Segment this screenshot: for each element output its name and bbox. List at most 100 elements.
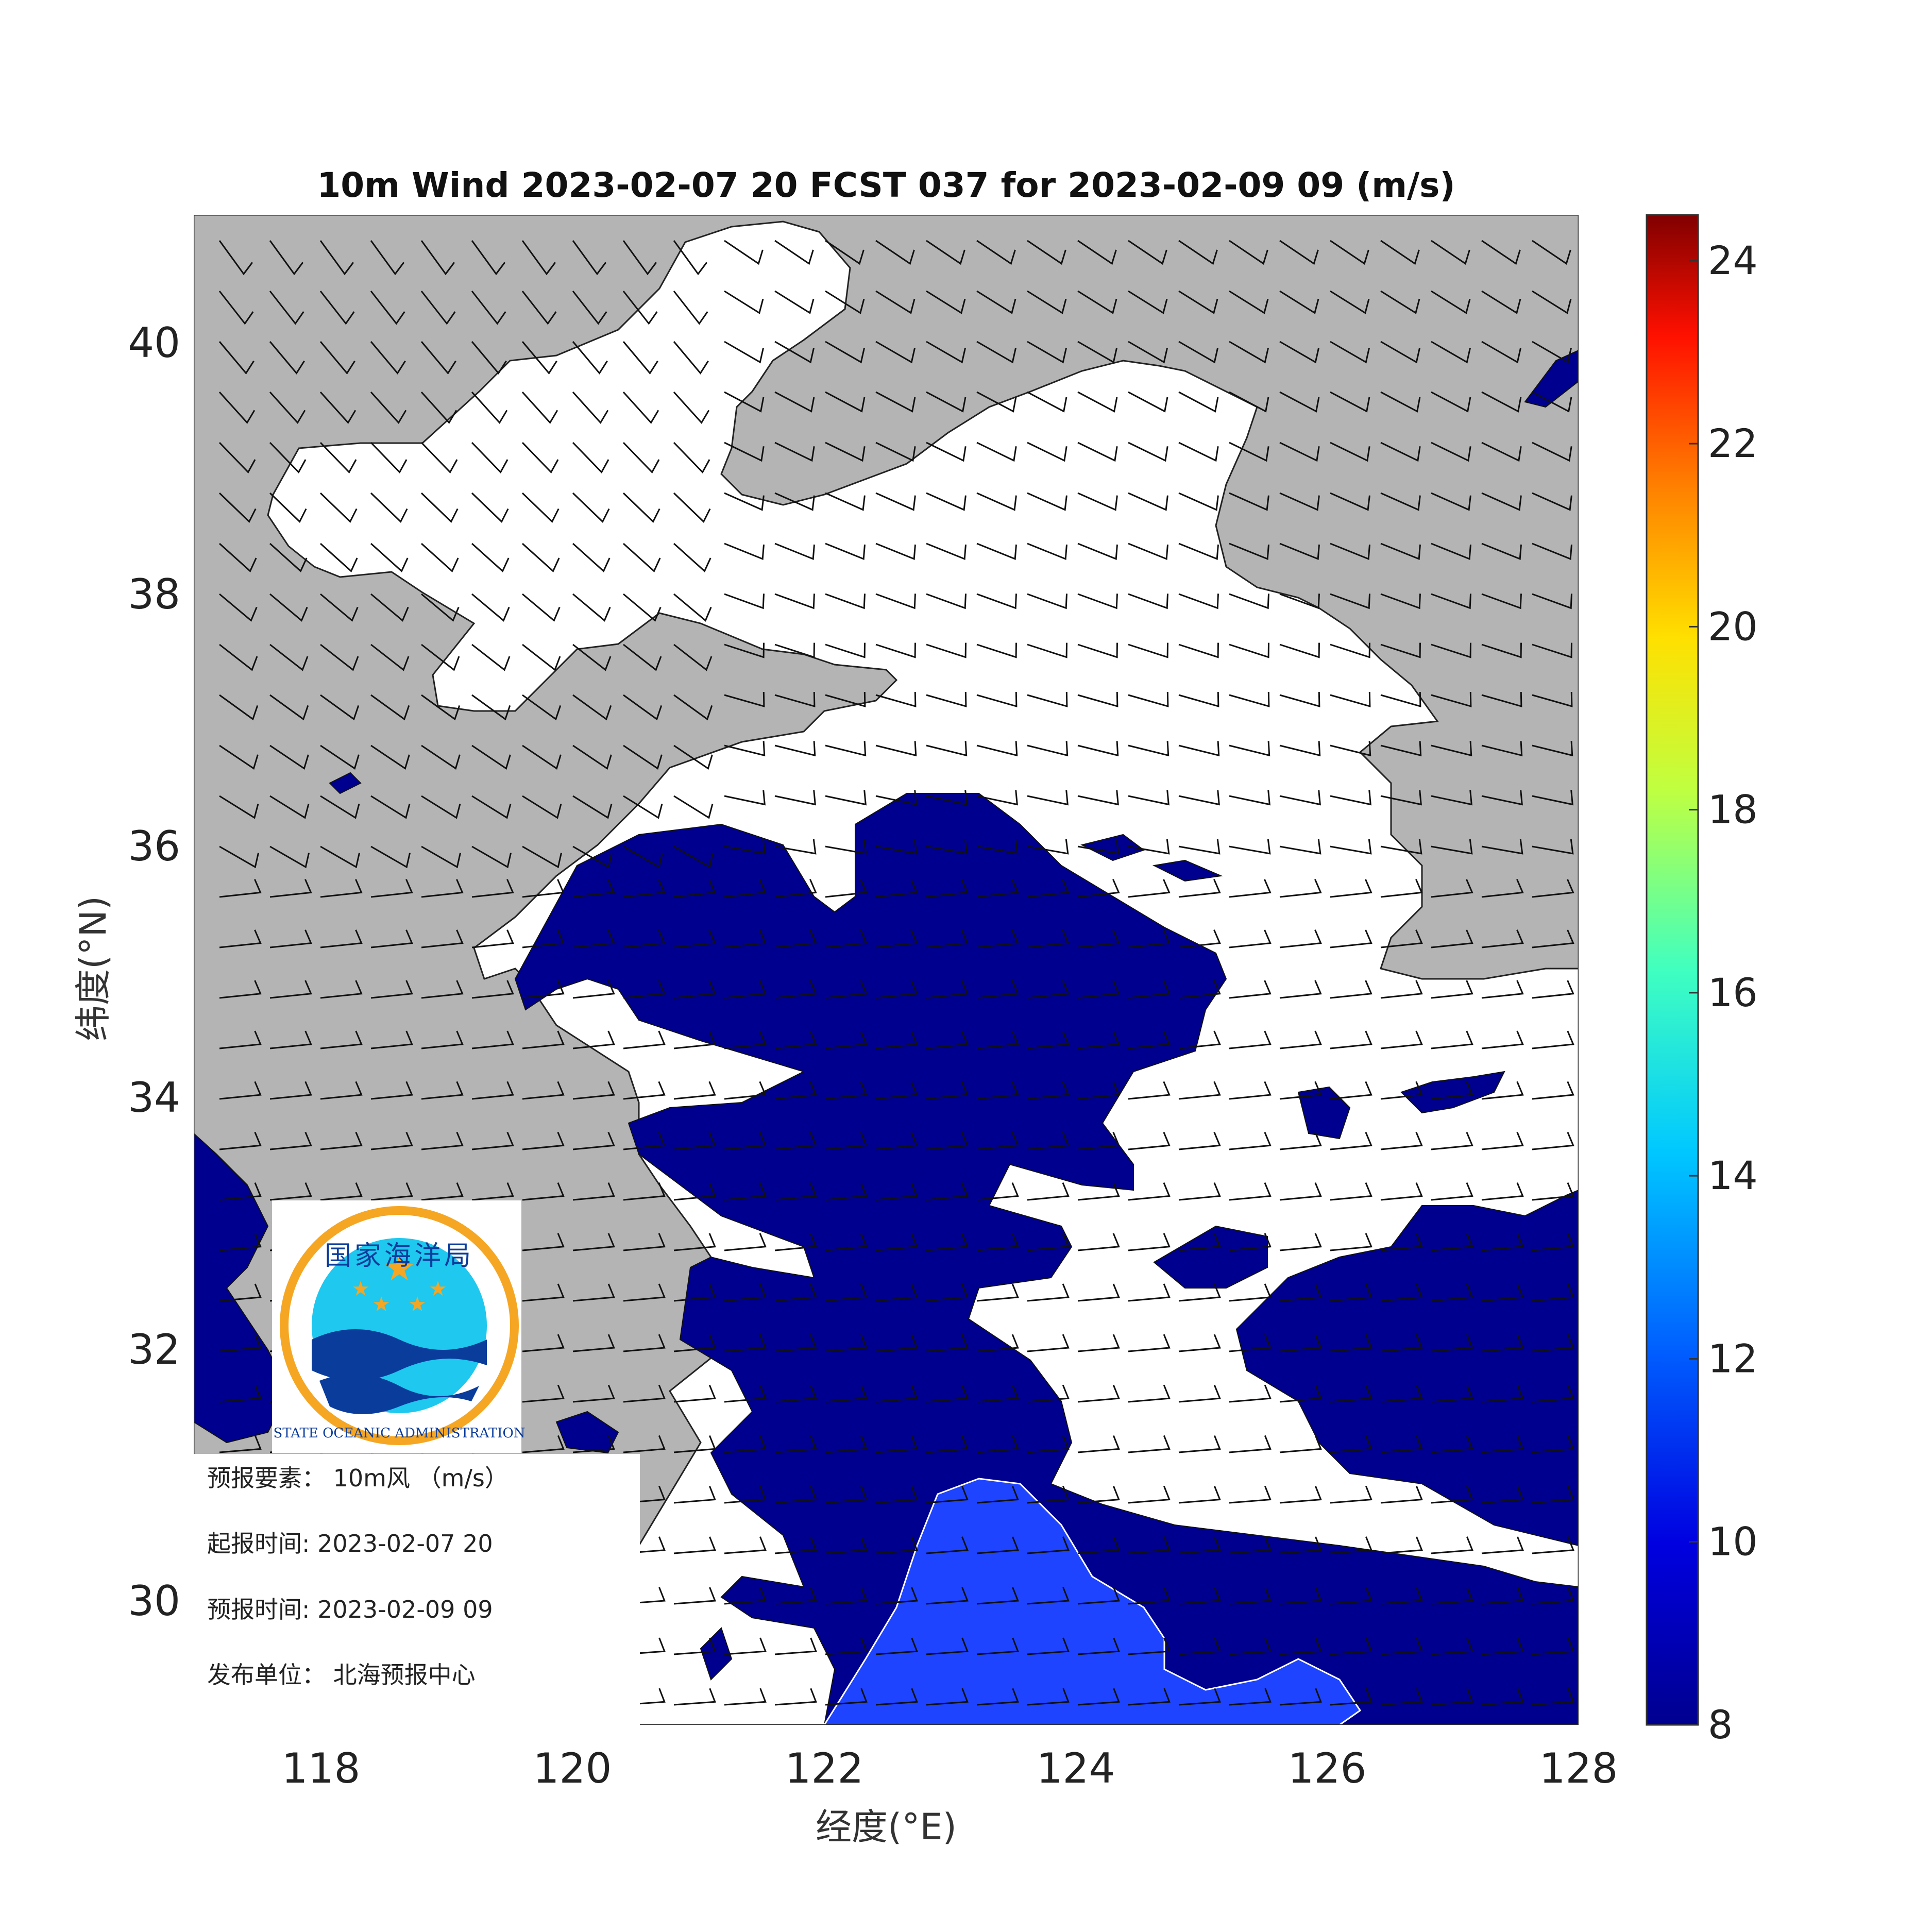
wind-barb: [1431, 1081, 1473, 1100]
wind-barb: [370, 643, 410, 671]
wind-barb: [471, 442, 509, 474]
x-tick-label: 126: [1288, 1744, 1367, 1792]
wind-barb: [1027, 1081, 1070, 1100]
wind-barb: [1178, 741, 1220, 757]
wind-barb: [673, 980, 716, 999]
logo-star-icon: ★: [429, 1277, 447, 1301]
wind-barb: [825, 1587, 868, 1605]
wind-barb: [825, 1283, 868, 1302]
wind-barb: [673, 1182, 716, 1201]
wind-barb: [370, 929, 413, 948]
wind-barb: [320, 795, 360, 819]
wind-barb: [1077, 929, 1120, 948]
wind-barb: [1027, 1587, 1070, 1605]
wind-barb: [875, 642, 916, 658]
wind-barb: [521, 442, 559, 474]
wind-barb: [724, 1131, 767, 1150]
wind-barb: [219, 1030, 262, 1049]
wind-barb: [1077, 1182, 1120, 1201]
wind-barb: [926, 442, 967, 462]
wind-barb: [522, 1081, 565, 1100]
wind-barb: [471, 643, 511, 671]
wind-barb: [572, 341, 608, 375]
x-axis-label: 经度(°E): [816, 1806, 957, 1848]
wind-barb: [1279, 691, 1320, 707]
wind-barb: [1178, 1081, 1221, 1100]
y-tick-label: 40: [128, 319, 180, 367]
wind-barb: [1330, 879, 1372, 898]
wind-barb: [572, 1030, 615, 1049]
wind-barb: [1178, 790, 1220, 806]
wind-barb: [269, 795, 310, 819]
wind-barb: [774, 391, 815, 413]
wind-barb: [522, 694, 562, 721]
wind-barb: [1330, 1486, 1372, 1504]
wind-barb: [572, 795, 613, 819]
wind-barb: [319, 442, 357, 474]
wind-barb: [623, 1030, 666, 1049]
wind-barb: [1027, 543, 1067, 561]
wind-barb: [673, 240, 707, 276]
wind-barb: [875, 593, 916, 609]
wind-barb: [471, 929, 514, 948]
wind-barb: [269, 593, 308, 622]
wind-barb: [622, 442, 660, 474]
wind-barb: [1481, 1637, 1524, 1655]
wind-barb: [522, 879, 565, 898]
wind-barb: [1229, 240, 1268, 265]
wind-barb: [1481, 1233, 1524, 1251]
wind-barb: [1077, 1435, 1120, 1453]
wind-barb: [1178, 1587, 1221, 1605]
wind-barb: [724, 839, 766, 855]
wind-barb: [370, 795, 411, 819]
wind-barb: [572, 1081, 615, 1100]
wind-barb: [875, 1182, 918, 1201]
wind-barb: [522, 929, 565, 948]
wind-barb: [673, 744, 713, 770]
wind-barb: [1027, 1536, 1070, 1554]
wind-barb: [1178, 1334, 1221, 1352]
wind-barb: [269, 879, 312, 898]
wind-barb: [976, 879, 1019, 898]
wind-barb: [976, 1131, 1019, 1150]
wind-barb: [522, 1030, 565, 1049]
wind-barb: [1481, 593, 1522, 609]
wind-barb: [724, 1587, 767, 1605]
wind-barb: [774, 543, 815, 561]
wind-barb: [1178, 980, 1221, 999]
wind-barb: [370, 1030, 413, 1049]
wind-barb: [926, 1587, 969, 1605]
wind-barb: [521, 391, 558, 424]
wind-barb: [1481, 980, 1524, 999]
wind-barb: [673, 1030, 716, 1049]
wind-barb: [1077, 1131, 1120, 1150]
wind-barb: [774, 341, 815, 364]
wind-barb: [1229, 1688, 1272, 1706]
wind-barb: [522, 980, 565, 999]
wind-barb: [1128, 879, 1171, 898]
wind-barb: [319, 240, 354, 276]
wind-barb: [1481, 691, 1522, 707]
wind-barb: [1279, 492, 1320, 511]
info-box: 预报要素： 10m风 （m/s） 起报时间: 2023-02-07 20 预报时…: [194, 1454, 640, 1725]
wind-barb: [926, 1283, 969, 1302]
wind-barb: [724, 1081, 767, 1100]
wind-barb: [1431, 929, 1473, 948]
wind-barb: [1380, 1182, 1423, 1201]
wind-barb: [420, 240, 455, 276]
wind-barb: [1077, 391, 1118, 413]
wind-barb: [1229, 642, 1269, 658]
wind-barb: [1330, 741, 1371, 757]
wind-barb: [471, 240, 505, 276]
wind-barb: [825, 391, 866, 413]
wind-barb: [370, 1081, 413, 1100]
wind-barb: [1532, 1435, 1574, 1453]
wind-barb: [1279, 1131, 1322, 1150]
wind-barb: [1532, 1131, 1574, 1150]
wind-barb: [875, 1536, 918, 1554]
wind-barb: [623, 1384, 666, 1403]
wind-barb: [774, 929, 817, 948]
colorbar-gradient: [1646, 214, 1699, 1726]
wind-barb: [1229, 1587, 1272, 1605]
colorbar-tick-label: 12: [1708, 1335, 1758, 1381]
